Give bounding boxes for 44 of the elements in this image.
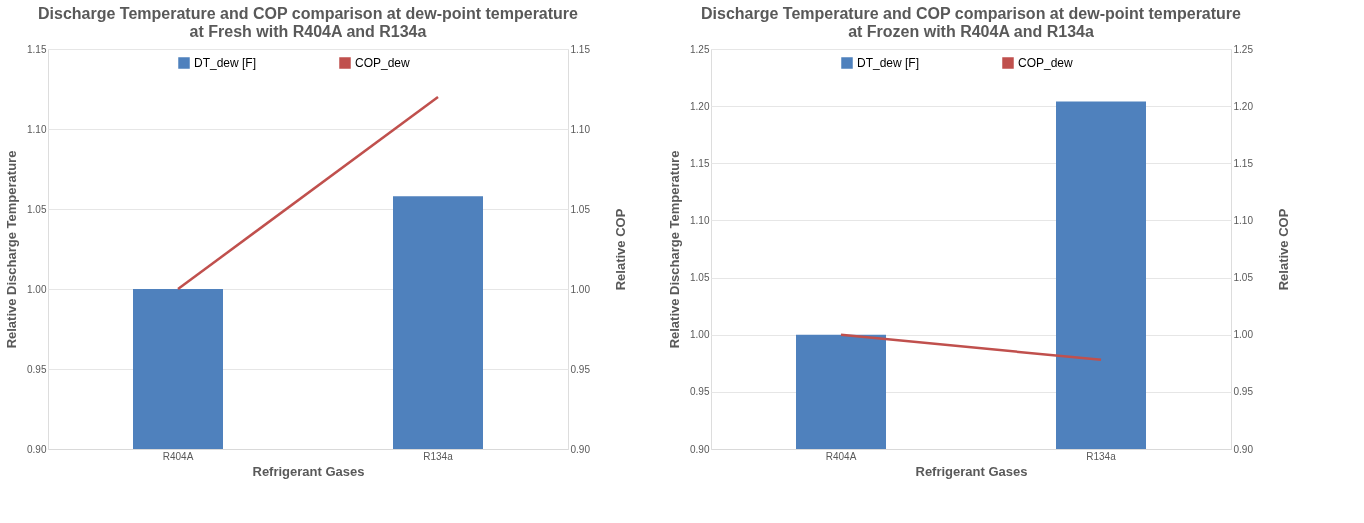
y2-tick-label: 1.05 (570, 203, 591, 215)
chart-title: Discharge Temperature and COP comparison at dew-point temperature at Fresh with R404A and R134a (38, 5, 579, 40)
y-tick-label: 1.00 (690, 329, 710, 341)
y-tick-label: 1.15 (27, 43, 47, 55)
y2-tick-label: 1.15 (1233, 157, 1254, 169)
y2-tick-label: 0.95 (570, 363, 591, 375)
y2-tick-label: 1.00 (1233, 329, 1254, 341)
y2-tick-label: 0.95 (1233, 386, 1254, 398)
y2-axis-title: Relative COP (612, 208, 628, 291)
x-tick-label: R404A (162, 450, 194, 462)
y2-tick-label: 1.10 (1233, 214, 1254, 226)
legend-label: COP_dew (1018, 56, 1074, 70)
y2-tick-label: 1.10 (570, 123, 591, 135)
y2-tick-label: 0.90 (570, 443, 591, 455)
y-tick-label: 1.05 (690, 272, 710, 284)
y-tick-label: 0.90 (690, 443, 710, 455)
y2-tick-label: 1.20 (1233, 100, 1254, 112)
y-tick-label: 1.10 (27, 123, 47, 135)
y2-axis-title: Relative COP (1275, 208, 1291, 291)
y2-tick-label: 1.05 (1233, 272, 1254, 284)
y-tick-label: 0.90 (27, 443, 47, 455)
y-tick-label: 1.10 (690, 214, 710, 226)
y-tick-label: 0.95 (690, 386, 710, 398)
y2-tick-label: 1.00 (570, 283, 591, 295)
y-tick-label: 1.15 (690, 157, 710, 169)
chart-title: Discharge Temperature and COP comparison at dew-point temperature at Frozen with R404A and R134a (701, 5, 1242, 40)
x-axis-title: Refrigerant Gases (252, 463, 365, 479)
y2-tick-label: 0.90 (1233, 443, 1254, 455)
y-tick-label: 0.95 (27, 363, 47, 375)
y2-tick-label: 1.25 (1233, 43, 1254, 55)
legend-label: COP_dew (355, 56, 411, 70)
y-tick-label: 1.25 (690, 43, 710, 55)
x-tick-label: R134a (1086, 450, 1117, 462)
y-axis-title: Relative Discharge Temperature (4, 150, 20, 349)
x-axis-title: Refrigerant Gases (915, 463, 1028, 479)
y-tick-label: 1.05 (27, 203, 47, 215)
y-tick-label: 1.20 (690, 100, 710, 112)
x-tick-label: R134a (423, 450, 454, 462)
y2-tick-label: 1.15 (570, 43, 591, 55)
y-axis-title: Relative Discharge Temperature (667, 150, 683, 349)
x-tick-label: R404A (825, 450, 857, 462)
legend-label: DT_dew [F] (194, 56, 257, 70)
y-tick-label: 1.00 (27, 283, 47, 295)
legend-label: DT_dew [F] (857, 56, 920, 70)
